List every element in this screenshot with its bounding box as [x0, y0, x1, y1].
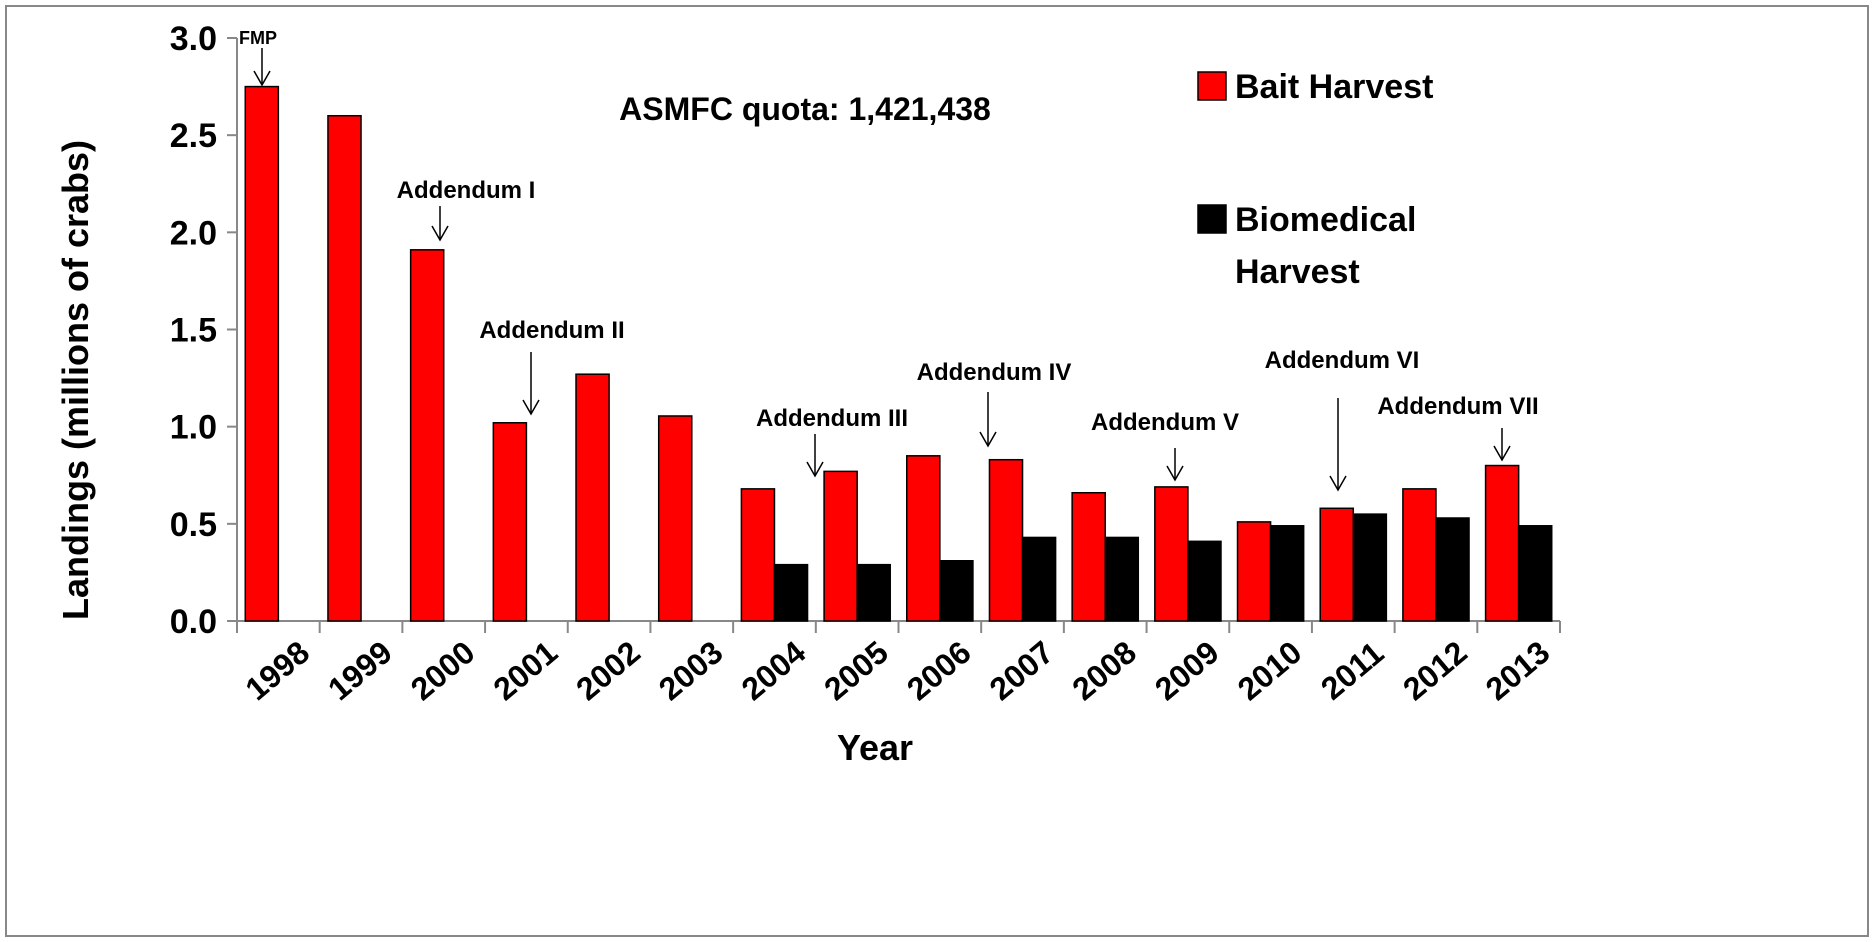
bar: [327, 114, 362, 622]
bar: [1104, 536, 1140, 622]
event-arrowhead: [431, 225, 449, 242]
bar: [1435, 517, 1470, 622]
annotation: ASMFC quota: 1,421,438: [619, 91, 991, 127]
event-label: Addendum II: [479, 317, 624, 344]
event-arrowhead: [1329, 475, 1347, 492]
bar: [1236, 521, 1272, 622]
bar: [657, 415, 693, 622]
event-label: FMP: [239, 28, 277, 48]
event-label: Addendum IV: [917, 359, 1072, 386]
bar: [988, 458, 1024, 622]
y-tick-label: 2.0: [170, 214, 217, 252]
bar: [773, 563, 809, 622]
y-tick-label: 3.0: [170, 20, 217, 58]
event-arrowhead: [979, 431, 997, 448]
event-label: Addendum V: [1091, 409, 1239, 436]
bar: [823, 470, 858, 622]
bar: [856, 563, 891, 622]
bar: [575, 373, 610, 622]
bar: [906, 455, 941, 622]
bar: [939, 560, 974, 622]
y-tick-label: 1.0: [170, 409, 217, 447]
event-label: Addendum VII: [1377, 393, 1538, 420]
bar: [1484, 464, 1520, 622]
x-axis-label: Year: [837, 727, 913, 768]
y-axis-label: Landings (millions of crabs): [55, 140, 96, 620]
bar: [1269, 525, 1305, 622]
event-arrowhead: [253, 70, 271, 87]
bar: [1402, 488, 1437, 622]
bar: [492, 422, 528, 622]
legend-swatch: [1197, 71, 1227, 101]
y-tick-label: 2.5: [170, 117, 217, 155]
event-label: Addendum III: [756, 405, 908, 432]
bar: [1517, 525, 1553, 622]
legend-swatch: [1197, 204, 1227, 234]
bar: [740, 488, 776, 622]
bar: [1071, 491, 1106, 622]
legend-label: Biomedical Harvest: [1235, 201, 1416, 291]
legend-label: Bait Harvest: [1235, 68, 1433, 106]
y-tick-label: 0.5: [170, 506, 217, 544]
y-tick-label: 1.5: [170, 312, 217, 350]
event-arrowhead: [1493, 445, 1511, 462]
bar: [1021, 536, 1057, 622]
bar: [1154, 486, 1189, 622]
bar: [244, 85, 280, 622]
bar: [1352, 513, 1388, 622]
bar: [409, 249, 445, 622]
event-arrowhead: [1166, 465, 1184, 482]
event-label: Addendum I: [397, 177, 536, 204]
event-arrowhead: [522, 399, 540, 416]
bar: [1319, 507, 1355, 622]
y-tick-label: 0.0: [170, 603, 217, 641]
bar: [1187, 540, 1222, 622]
event-arrowhead: [806, 461, 824, 478]
event-label: Addendum VI: [1265, 347, 1420, 374]
